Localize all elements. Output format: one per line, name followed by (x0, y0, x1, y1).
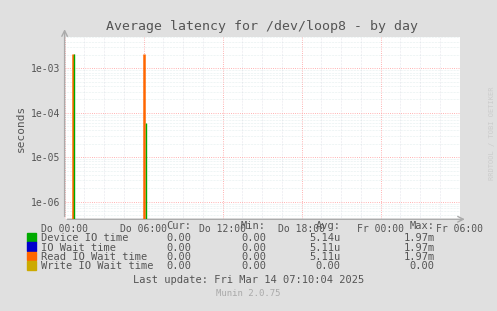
Text: 0.00: 0.00 (241, 243, 266, 253)
Text: 0.00: 0.00 (166, 243, 191, 253)
Text: Cur:: Cur: (166, 220, 191, 230)
Text: Read IO Wait time: Read IO Wait time (41, 252, 148, 262)
Text: Write IO Wait time: Write IO Wait time (41, 261, 154, 271)
Text: Max:: Max: (410, 220, 435, 230)
Text: Last update: Fri Mar 14 07:10:04 2025: Last update: Fri Mar 14 07:10:04 2025 (133, 275, 364, 285)
Text: 0.00: 0.00 (166, 261, 191, 271)
Text: 0.00: 0.00 (241, 233, 266, 243)
Y-axis label: seconds: seconds (16, 105, 26, 152)
Text: 0.00: 0.00 (166, 252, 191, 262)
Text: 0.00: 0.00 (410, 261, 435, 271)
Text: IO Wait time: IO Wait time (41, 243, 116, 253)
Text: 1.97m: 1.97m (404, 243, 435, 253)
Text: 0.00: 0.00 (241, 252, 266, 262)
Text: 5.14u: 5.14u (309, 233, 340, 243)
Text: 1.97m: 1.97m (404, 252, 435, 262)
Text: Avg:: Avg: (316, 220, 340, 230)
Text: 0.00: 0.00 (241, 261, 266, 271)
Text: Min:: Min: (241, 220, 266, 230)
Text: 5.11u: 5.11u (309, 252, 340, 262)
Text: RRDTOOL / TOBI OETIKER: RRDTOOL / TOBI OETIKER (489, 87, 495, 180)
Text: 1.97m: 1.97m (404, 233, 435, 243)
Text: Munin 2.0.75: Munin 2.0.75 (216, 290, 281, 298)
Text: Device IO time: Device IO time (41, 233, 129, 243)
Text: 5.11u: 5.11u (309, 243, 340, 253)
Text: 0.00: 0.00 (166, 233, 191, 243)
Title: Average latency for /dev/loop8 - by day: Average latency for /dev/loop8 - by day (106, 21, 418, 33)
Text: 0.00: 0.00 (316, 261, 340, 271)
